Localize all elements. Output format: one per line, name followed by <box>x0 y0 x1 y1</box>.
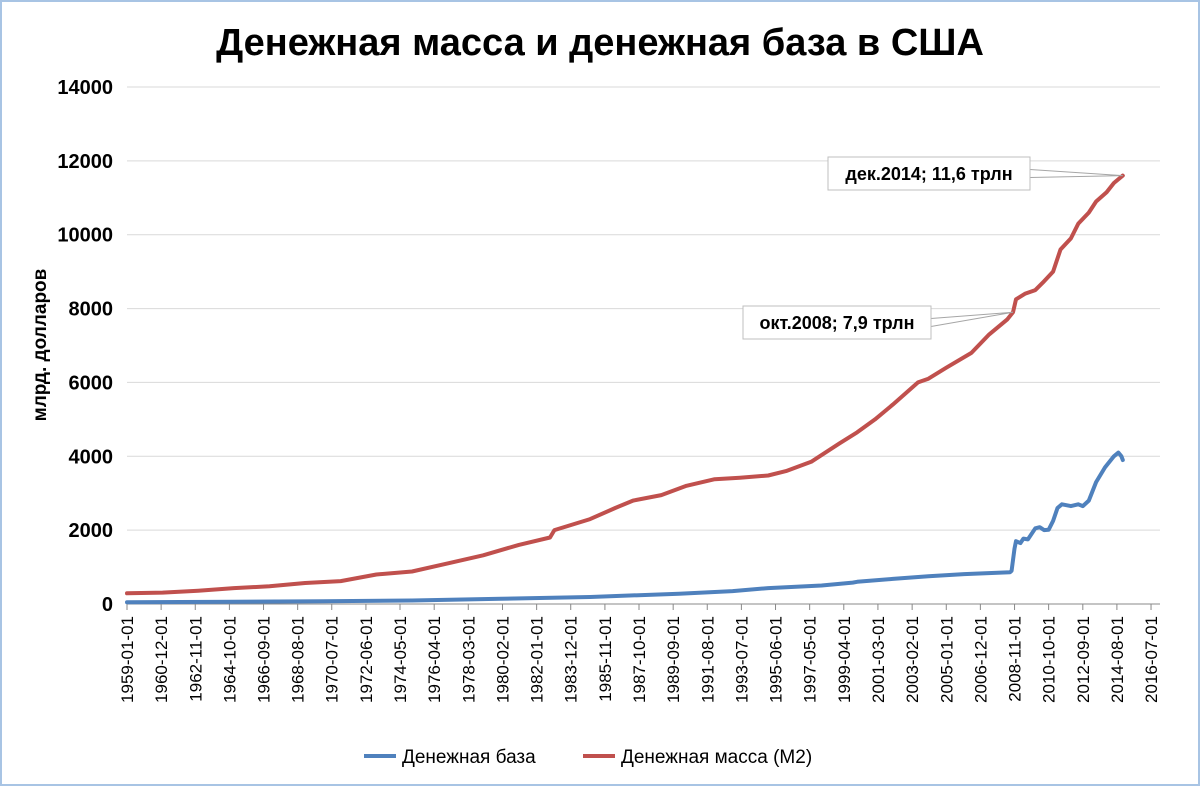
x-tick-label: 1985-11-01 <box>596 616 615 702</box>
y-tick-label: 8000 <box>69 299 114 321</box>
x-tick-label: 2001-03-01 <box>869 616 888 703</box>
annotations: дек.2014; 11,6 трлн окт.2008; 7,9 трлн <box>742 156 1123 340</box>
x-tick-label: 1960-12-01 <box>152 616 171 703</box>
x-tick-label: 1962-11-01 <box>186 616 205 702</box>
y-tick-labels: 0 2000 4000 6000 8000 10000 12000 14000 <box>57 77 113 616</box>
x-tick-label: 2005-01-01 <box>937 616 956 703</box>
x-tick-label: 1989-09-01 <box>664 616 683 703</box>
y-tick-label: 10000 <box>57 225 113 247</box>
annotation-label: дек.2014; 11,6 трлн <box>845 164 1012 184</box>
x-tick-label: 1966-09-01 <box>255 616 274 703</box>
legend-label-base: Денежная база <box>402 747 536 768</box>
x-tick-label: 1991-08-01 <box>698 616 717 703</box>
series-lines <box>125 173 1125 605</box>
x-tick-label: 2012-09-01 <box>1074 616 1093 703</box>
x-tick-label: 2010-10-01 <box>1040 616 1059 703</box>
chart-title: Денежная масса и денежная база в США <box>216 22 984 64</box>
x-tick-label: 1999-04-01 <box>835 616 854 703</box>
y-tick-label: 6000 <box>69 372 114 394</box>
y-tick-label: 2000 <box>69 520 114 542</box>
y-tick-label: 14000 <box>57 77 113 99</box>
x-tick-label: 2006-12-01 <box>971 616 990 703</box>
x-tick-label: 2003-02-01 <box>903 616 922 703</box>
x-tick-label: 1959-01-01 <box>118 616 137 703</box>
x-tick-label: 1972-06-01 <box>357 616 376 703</box>
x-tick-labels: 1959-01-01 1960-12-01 1962-11-01 1964-10-01… <box>118 616 1161 703</box>
y-tick-label: 0 <box>102 594 113 616</box>
annotation-leader <box>1029 169 1123 178</box>
x-tick-label: 1997-05-01 <box>801 616 820 703</box>
x-tick-label: 1968-08-01 <box>289 616 308 703</box>
y-tick-label: 12000 <box>57 151 113 173</box>
x-tick-label: 1983-12-01 <box>562 616 581 703</box>
x-tick-label: 1978-03-01 <box>459 616 478 703</box>
x-tick-label: 1995-06-01 <box>767 616 786 703</box>
series-line-base <box>125 450 1125 605</box>
x-tick-label: 1976-04-01 <box>425 616 444 703</box>
legend-label-m2: Денежная масса (M2) <box>621 747 812 768</box>
x-tick-label: 2014-08-01 <box>1108 616 1127 703</box>
gridlines <box>127 86 1160 531</box>
annotation-box <box>742 305 932 340</box>
axes <box>126 603 1160 610</box>
x-tick-label: 1980-02-01 <box>494 616 513 703</box>
x-tick-label: 1974-05-01 <box>391 616 410 703</box>
x-tick-label: 1993-07-01 <box>732 616 751 703</box>
x-tick-label: 1964-10-01 <box>220 616 239 703</box>
annotation-leader <box>930 311 1014 327</box>
y-axis-label: млрд. долларов <box>30 269 51 422</box>
x-tick-label: 2008-11-01 <box>1006 616 1025 702</box>
x-tick-label: 2016-07-01 <box>1142 616 1161 703</box>
x-tick-label: 1970-07-01 <box>323 616 342 703</box>
annotation-box <box>827 156 1031 191</box>
legend: Денежная база Денежная масса (M2) <box>364 747 812 768</box>
series-line-m2 <box>125 173 1125 596</box>
x-tick-label: 1987-10-01 <box>630 616 649 703</box>
x-tick-label: 1982-01-01 <box>528 616 547 703</box>
annotation-label: окт.2008; 7,9 трлн <box>760 313 915 333</box>
y-tick-label: 4000 <box>69 446 114 468</box>
